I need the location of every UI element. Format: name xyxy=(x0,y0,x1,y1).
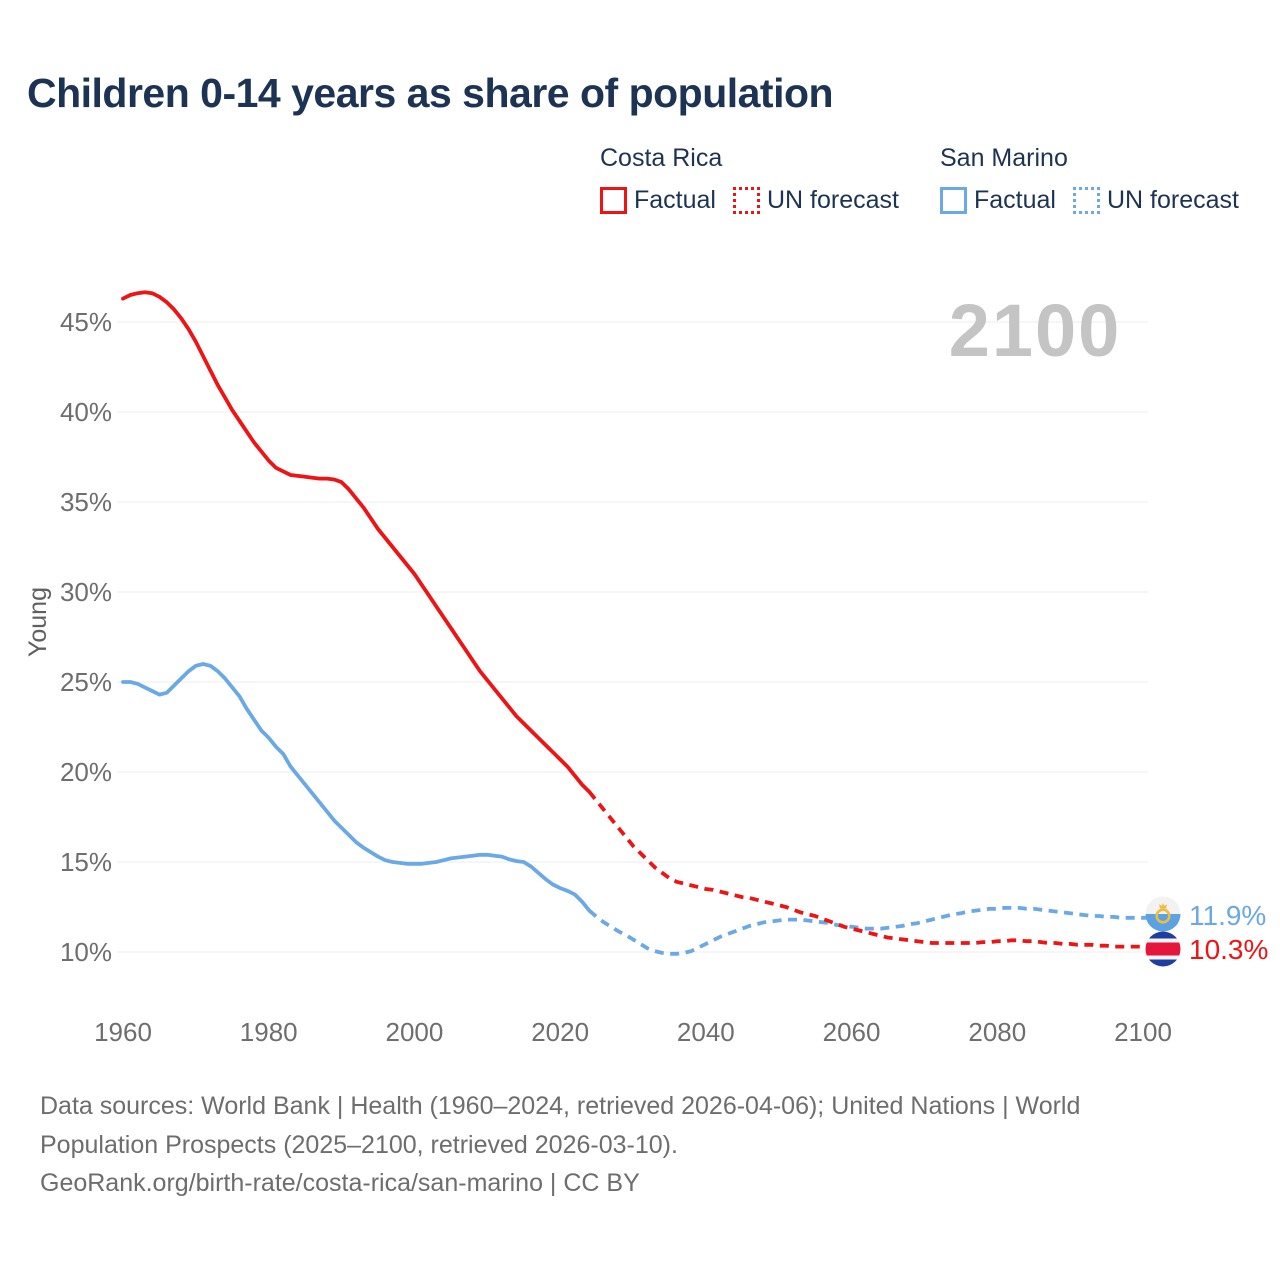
san-marino-forecast-label[interactable]: UN forecast xyxy=(1106,186,1239,214)
san-marino-factual-swatch[interactable] xyxy=(940,187,967,214)
san-marino-flag-icon xyxy=(1145,896,1181,932)
y-tick-label: 15% xyxy=(60,847,112,877)
series-lines xyxy=(121,290,1149,956)
y-tick-label: 20% xyxy=(60,757,112,787)
y-tick-label: 25% xyxy=(60,667,112,697)
line-san-marino-forecast xyxy=(588,906,1149,956)
y-tick-label: 10% xyxy=(60,937,112,967)
costa-rica-forecast-label[interactable]: UN forecast xyxy=(766,186,899,214)
x-tick-label: 2060 xyxy=(823,1017,881,1047)
san-marino-factual-label[interactable]: Factual xyxy=(974,186,1056,214)
x-tick-label: 1960 xyxy=(94,1017,152,1047)
y-tick-label: 30% xyxy=(60,577,112,607)
costa-rica-forecast-swatch[interactable] xyxy=(732,187,760,214)
end-value-san-marino: 11.9% xyxy=(1189,900,1267,931)
legend-group-san-marino: San Marino Factual UN forecast xyxy=(940,144,1256,215)
costa-rica-factual-label[interactable]: Factual xyxy=(634,186,716,214)
x-tick-label: 2100 xyxy=(1114,1017,1172,1047)
line-costa-rica-forecast xyxy=(587,790,1149,949)
x-tick-label: 2080 xyxy=(968,1017,1026,1047)
x-tick-label: 2040 xyxy=(677,1017,735,1047)
footer-line-3: GeoRank.org/birth-rate/costa-rica/san-ma… xyxy=(40,1169,640,1197)
x-tick-label: 2000 xyxy=(386,1017,444,1047)
footer-line-1: Data sources: World Bank | Health (1960–… xyxy=(40,1092,1081,1120)
legend-country-costa-rica: Costa Rica xyxy=(600,144,723,172)
y-tick-label: 35% xyxy=(60,487,112,517)
footer-attribution: Data sources: World Bank | Health (1960–… xyxy=(40,1087,1190,1203)
costa-rica-factual-swatch[interactable] xyxy=(600,187,627,214)
san-marino-forecast-swatch[interactable] xyxy=(1072,187,1100,214)
legend-group-costa-rica: Costa Rica Factual UN forecast xyxy=(600,144,916,215)
watermark-year: 2100 xyxy=(949,289,1122,372)
x-tick-label: 2020 xyxy=(531,1017,589,1047)
y-axis-title: Young xyxy=(24,587,52,657)
grid-and-axes: 45% 40% 35% 30% 25% 20% 15% 10% 1960 1980 2000 2020… xyxy=(60,307,1172,1047)
legend-country-san-marino: San Marino xyxy=(940,144,1068,172)
end-value-costa-rica: 10.3% xyxy=(1189,934,1269,965)
y-tick-label: 45% xyxy=(60,307,112,337)
page-title: Children 0-14 years as share of populati… xyxy=(27,70,834,116)
x-tick-label: 1980 xyxy=(240,1017,298,1047)
line-san-marino-factual xyxy=(121,662,592,913)
costa-rica-flag-icon xyxy=(1145,931,1181,967)
line-costa-rica-factual xyxy=(121,290,592,794)
footer-line-2: Population Prospects (2025–2100, retriev… xyxy=(40,1130,678,1159)
y-tick-label: 40% xyxy=(60,397,112,427)
